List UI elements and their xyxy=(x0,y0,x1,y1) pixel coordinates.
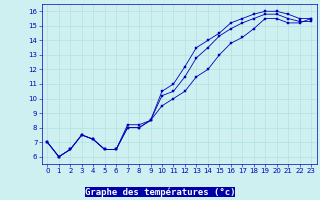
Text: Graphe des températures (°c): Graphe des températures (°c) xyxy=(85,187,235,197)
